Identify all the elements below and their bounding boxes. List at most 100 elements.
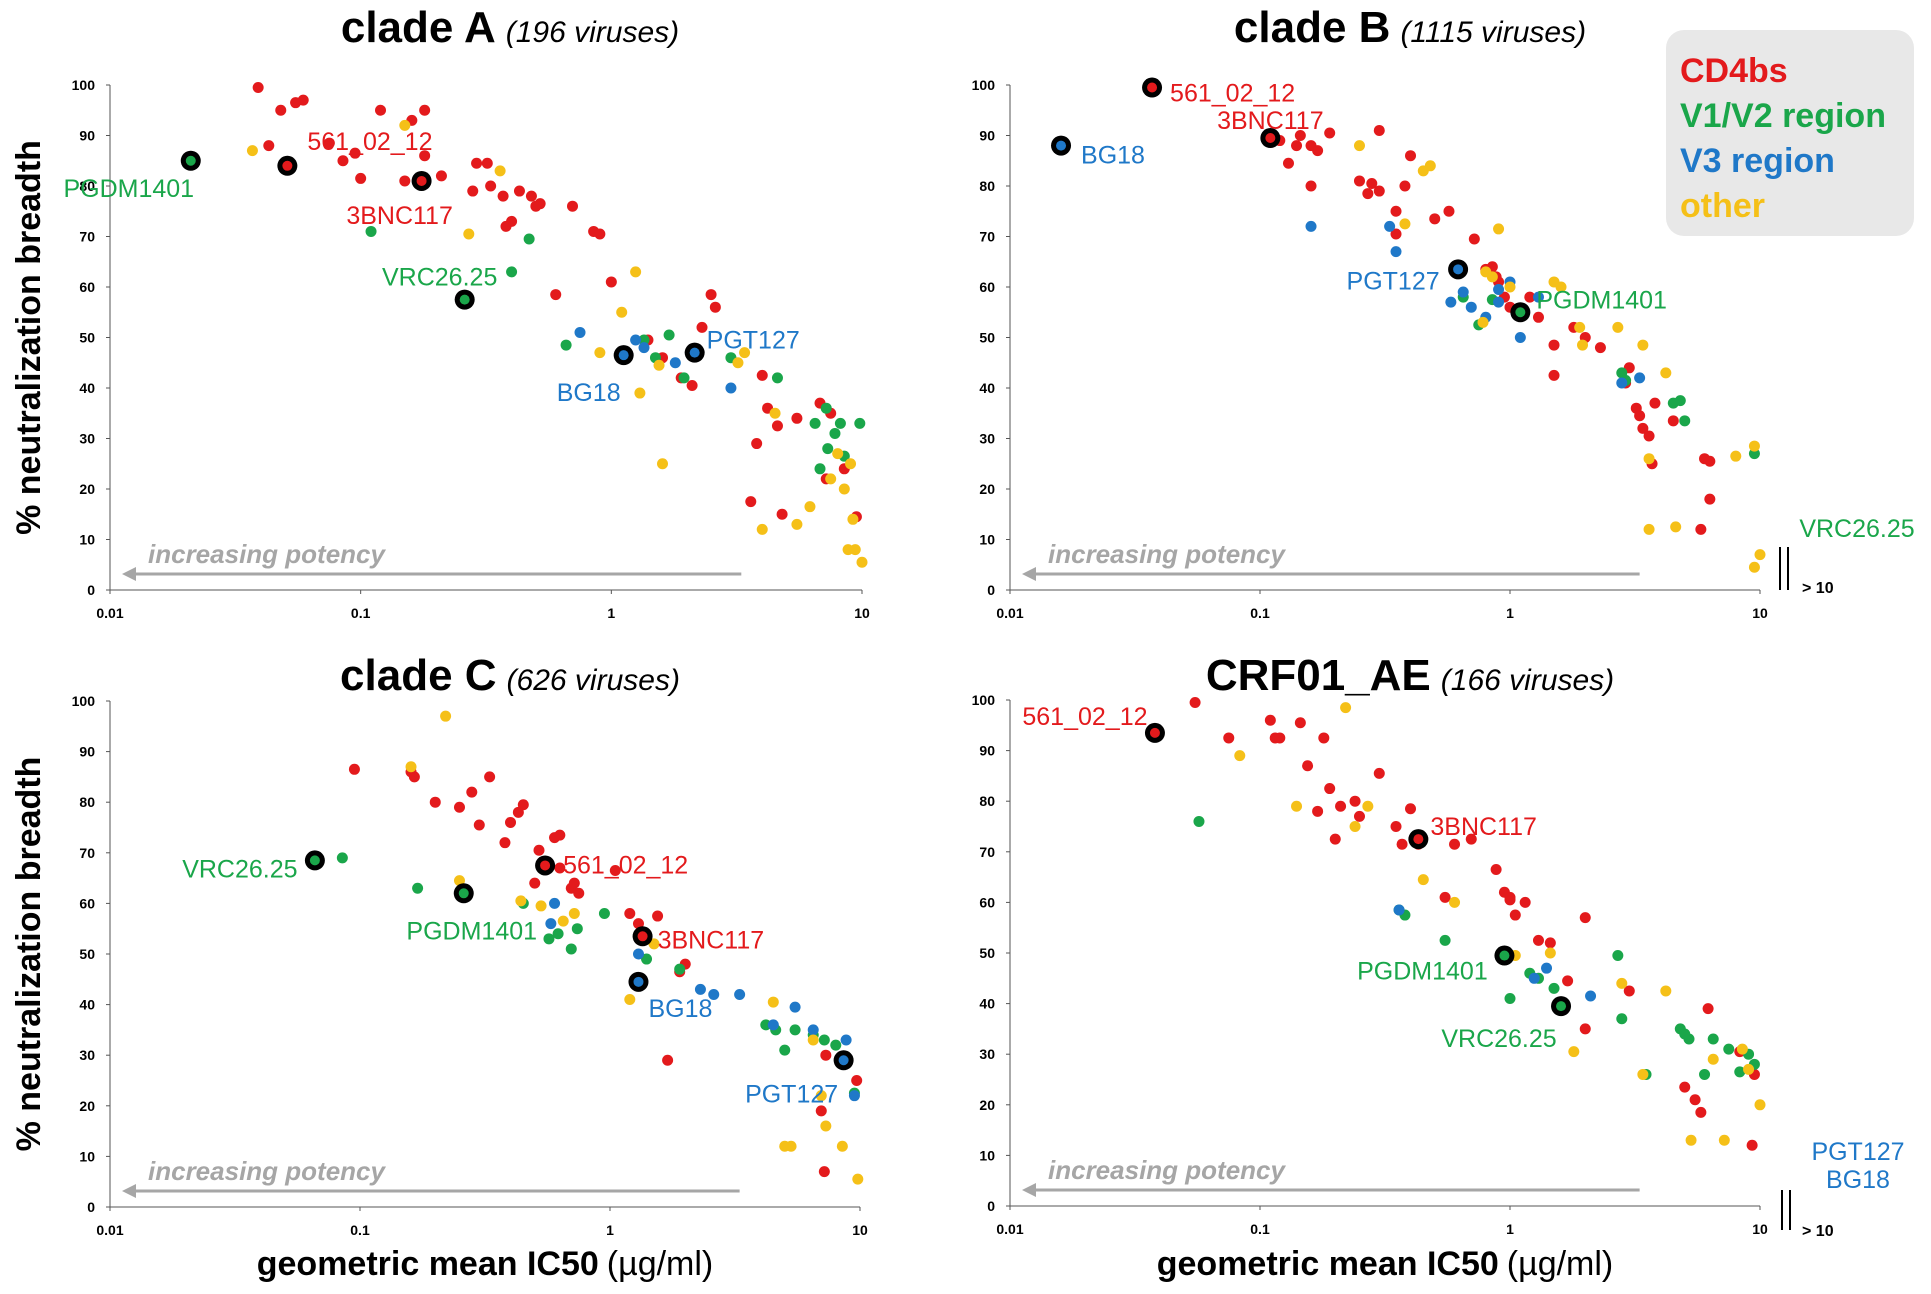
y-tick-label: 30 xyxy=(79,1047,95,1063)
y-tick-label: 70 xyxy=(979,229,995,245)
data-point xyxy=(453,875,465,887)
antibody-label: 561_02_12 xyxy=(1170,80,1295,108)
data-point xyxy=(1312,145,1324,157)
data-point xyxy=(1734,1066,1746,1078)
data-point xyxy=(515,895,527,907)
data-point xyxy=(1324,783,1336,795)
data-point xyxy=(1373,124,1385,136)
x-tick-label: 10 xyxy=(852,1222,868,1238)
highlight-point xyxy=(1265,133,1276,144)
data-point xyxy=(836,1140,848,1152)
data-point xyxy=(1643,430,1655,442)
series-CD4bs xyxy=(1189,697,1760,1151)
data-point xyxy=(552,928,564,940)
data-point xyxy=(705,289,717,301)
data-point xyxy=(820,1049,832,1061)
data-point xyxy=(554,829,566,841)
x-axis-label: geometric mean IC50 (µg/ml) xyxy=(1157,1245,1614,1283)
data-point xyxy=(1555,281,1567,293)
data-point xyxy=(1294,130,1306,141)
data-point xyxy=(1189,697,1201,709)
x-tick-label: 0.1 xyxy=(350,1222,370,1238)
data-point xyxy=(1302,760,1314,772)
offscale-antibody-label: VRC26.25 xyxy=(1799,515,1914,543)
data-point xyxy=(756,523,768,535)
data-point xyxy=(1544,937,1556,949)
data-point xyxy=(1623,985,1635,997)
y-tick-label: 30 xyxy=(979,1046,995,1062)
y-tick-label: 0 xyxy=(987,1198,995,1214)
data-point xyxy=(252,82,264,94)
x-axis-label-main: geometric mean IC50 xyxy=(257,1245,599,1283)
data-point xyxy=(779,1044,791,1056)
data-point xyxy=(1748,561,1760,573)
panel-title-main: clade C xyxy=(340,651,497,700)
antibody-label: PGDM1401 xyxy=(1536,286,1667,314)
antibody-label: VRC26.25 xyxy=(1441,1025,1556,1053)
legend-item: V1/V2 region xyxy=(1680,97,1886,135)
panel-4: CRF01_AE (166 viruses) 0 10 20 30 40 50 60 70 80 90… xyxy=(972,651,1905,1283)
data-point xyxy=(609,865,621,877)
data-point xyxy=(1439,934,1451,946)
x-tick-label: 1 xyxy=(607,605,615,621)
data-point xyxy=(1449,896,1461,908)
panel-title-subtitle: (196 viruses) xyxy=(506,16,679,49)
highlight-point xyxy=(459,294,470,305)
data-point xyxy=(419,150,431,162)
y-tick-label: 50 xyxy=(979,330,995,346)
data-point xyxy=(1637,1068,1649,1080)
data-point xyxy=(815,1105,827,1117)
data-point xyxy=(1373,185,1385,197)
legend: CD4bs V1/V2 region V3 region other xyxy=(1666,30,1914,236)
antibody-label: BG18 xyxy=(648,995,712,1023)
data-point xyxy=(1667,415,1679,427)
data-point xyxy=(1585,990,1597,1002)
data-point xyxy=(534,198,546,210)
data-point xyxy=(1390,246,1402,258)
y-tick-label: 40 xyxy=(979,996,995,1012)
antibody-label: PGT127 xyxy=(707,327,800,355)
data-point xyxy=(337,155,349,167)
y-tick-label: 70 xyxy=(79,845,95,861)
data-point xyxy=(497,190,509,202)
data-point xyxy=(616,306,628,318)
data-point xyxy=(807,1034,819,1046)
data-point xyxy=(1612,950,1624,962)
data-point xyxy=(1429,213,1441,225)
data-point xyxy=(1353,175,1365,187)
series-CD4bs xyxy=(348,763,863,1178)
antibody-label: BG18 xyxy=(1081,142,1145,170)
y-tick-label: 100 xyxy=(72,693,96,709)
data-point xyxy=(1730,450,1742,462)
data-point xyxy=(678,372,690,384)
data-point xyxy=(499,837,511,849)
data-point xyxy=(1291,140,1303,152)
data-point xyxy=(466,786,478,798)
data-point xyxy=(838,483,850,495)
data-point xyxy=(809,417,821,429)
data-point xyxy=(471,157,483,169)
data-point xyxy=(842,544,854,556)
highlight-point xyxy=(1515,307,1526,318)
series-other xyxy=(1234,702,1766,1146)
x-tick-label: 1 xyxy=(606,1222,614,1238)
data-point xyxy=(1544,947,1556,959)
data-point xyxy=(1493,296,1505,308)
data-point xyxy=(739,347,751,359)
x-axis-label-unit: (µg/ml) xyxy=(1507,1245,1613,1283)
antibody-label: 561_02_12 xyxy=(563,851,688,879)
x-tick-label: 0.01 xyxy=(96,1222,123,1238)
antibody-label: VRC26.25 xyxy=(182,855,297,883)
data-point xyxy=(1465,301,1477,313)
legend-box xyxy=(1666,30,1914,236)
y-tick-label: 80 xyxy=(79,794,95,810)
antibody-label: PGDM1401 xyxy=(406,917,537,945)
data-point xyxy=(1679,415,1691,427)
y-tick-label: 90 xyxy=(79,744,95,760)
data-point xyxy=(785,1140,797,1152)
potency-arrowhead xyxy=(122,1184,136,1198)
data-point xyxy=(834,417,846,429)
data-point xyxy=(1660,985,1672,997)
data-point xyxy=(856,556,868,568)
